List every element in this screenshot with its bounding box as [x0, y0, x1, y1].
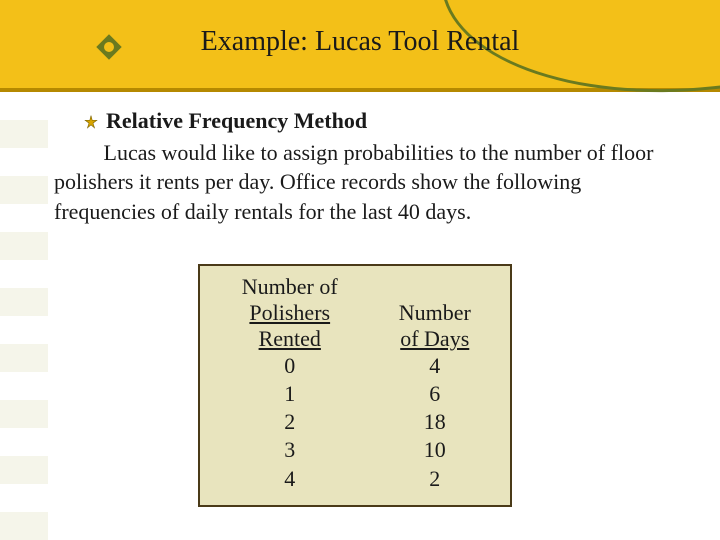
subtitle-line: Relative Frequency Method [84, 106, 684, 136]
table-header-days: Number of Days [370, 274, 501, 352]
cell-polishers: 0 [210, 352, 370, 380]
slide-title: Example: Lucas Tool Rental [0, 26, 720, 58]
cell-days: 10 [370, 436, 501, 464]
cell-days: 6 [370, 380, 501, 408]
slide-content: Relative Frequency Method Lucas would li… [54, 106, 684, 227]
star-bullet-icon [84, 115, 98, 129]
header-right-1: Number [376, 300, 495, 326]
table-body: 0 4 1 6 2 18 3 10 4 2 [210, 352, 500, 493]
header-left-1: Number of [216, 274, 364, 300]
subtitle-text: Relative Frequency Method [106, 108, 367, 133]
cell-days: 4 [370, 352, 501, 380]
cell-days: 2 [370, 465, 501, 493]
table-row: 4 2 [210, 465, 500, 493]
cell-days: 18 [370, 408, 501, 436]
table-header-polishers: Number of Polishers Rented [210, 274, 370, 352]
body-text: Lucas would like to assign probabilities… [54, 138, 684, 227]
cell-polishers: 2 [210, 408, 370, 436]
table-header-row: Number of Polishers Rented Number of Day… [210, 274, 500, 352]
table: Number of Polishers Rented Number of Day… [210, 274, 500, 493]
header-left-2: Polishers Rented [216, 300, 364, 352]
header-right-2: of Days [376, 326, 495, 352]
cell-polishers: 3 [210, 436, 370, 464]
table-row: 0 4 [210, 352, 500, 380]
table-row: 1 6 [210, 380, 500, 408]
body-text-span: Lucas would like to assign probabilities… [54, 140, 653, 224]
table-row: 3 10 [210, 436, 500, 464]
table-row: 2 18 [210, 408, 500, 436]
frequency-table: Number of Polishers Rented Number of Day… [198, 264, 512, 507]
cell-polishers: 1 [210, 380, 370, 408]
cell-polishers: 4 [210, 465, 370, 493]
